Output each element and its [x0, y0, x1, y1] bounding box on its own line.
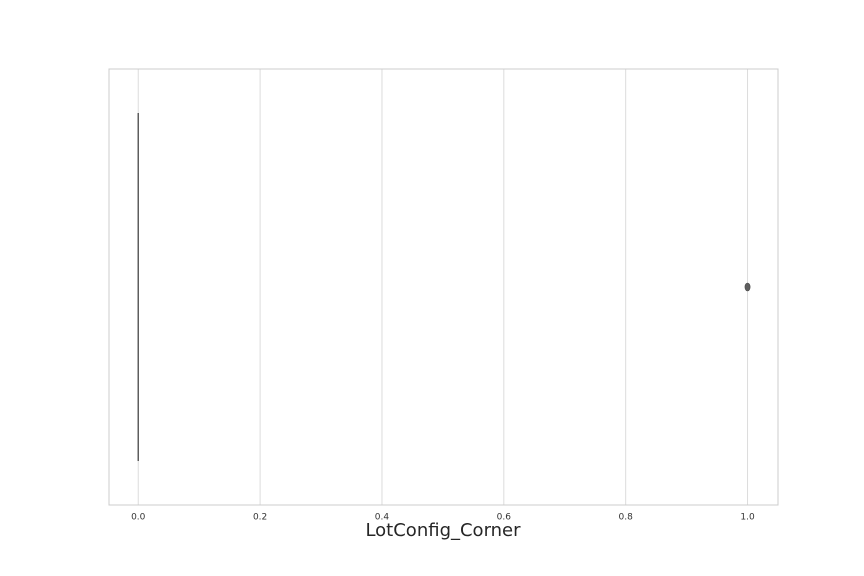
outlier-point — [744, 282, 751, 292]
outlier-points — [744, 282, 751, 292]
box-element — [137, 113, 139, 461]
x-axis-label: LotConfig_Corner — [365, 520, 521, 541]
x-tick-label: 0.2 — [253, 513, 267, 523]
x-tick-label: 0.0 — [131, 513, 146, 523]
x-tick-label: 0.4 — [375, 513, 390, 523]
plot-background — [109, 69, 778, 505]
x-tick-label: 1.0 — [740, 513, 755, 523]
x-tick-label: 0.6 — [497, 513, 512, 523]
plot-frame — [108, 68, 779, 506]
x-tick-label: 0.8 — [619, 513, 634, 523]
x-tick-labels: 0.0 0.2 0.4 0.6 0.8 1.0 — [131, 513, 755, 523]
